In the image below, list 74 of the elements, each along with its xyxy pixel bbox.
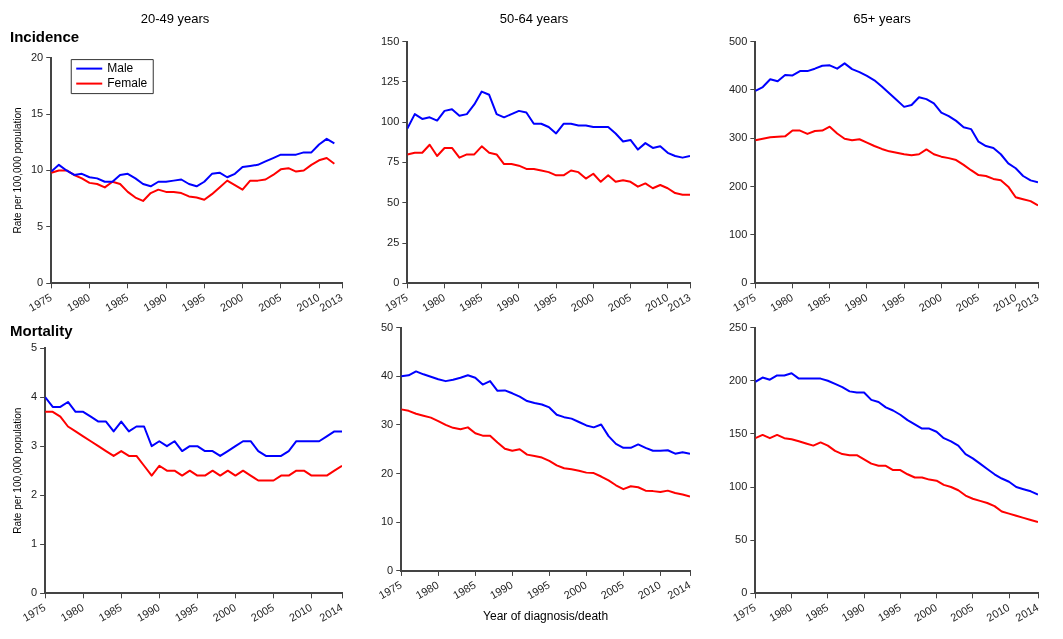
chart-title: 65+ years (853, 11, 912, 27)
y-tick-label: 250 (728, 320, 748, 333)
x-tick-label: 1990 (839, 601, 867, 624)
y-axis-title: Rate per 100,000 population (11, 407, 23, 534)
x-tick-label: 1985 (450, 578, 478, 602)
x-tick-label: 1975 (376, 578, 404, 602)
x-tick-label: 1980 (766, 601, 795, 624)
y-tick-label: 200 (728, 179, 748, 192)
legend-label: Male (107, 60, 134, 75)
y-tick-label: 3 (30, 439, 38, 452)
y-tick-label: 0 (741, 276, 748, 289)
text: Mortality (10, 322, 73, 339)
y-tick-label: 0 (37, 276, 44, 289)
x-tick-label: 1990 (494, 291, 522, 314)
y-tick-label: 2 (30, 488, 38, 501)
y-tick-label: 20 (380, 466, 394, 479)
y-tick-label: 0 (393, 276, 400, 289)
x-tick-label: 2000 (916, 291, 944, 314)
x-tick-label: 1980 (419, 291, 448, 314)
y-tick-label: 500 (728, 34, 748, 47)
y-tick-label: 50 (387, 195, 400, 208)
x-tick-label: 2000 (568, 291, 596, 314)
x-tick-label: 1990 (134, 601, 162, 624)
x-tick-label: 2010 (635, 578, 663, 602)
y-tick-label: 25 (387, 236, 400, 249)
x-tick-label: 1980 (64, 291, 93, 314)
y-tick-label: 400 (728, 82, 748, 95)
x-tick-label: 2000 (210, 601, 238, 624)
x-tick-label: 1980 (413, 578, 441, 602)
y-tick-label: 20 (30, 50, 44, 63)
x-tick-label: 1990 (842, 291, 870, 314)
y-tick-label: 150 (380, 34, 400, 47)
y-axis-title: Rate per 100,000 population (11, 107, 23, 234)
y-tick-label: 100 (728, 480, 748, 493)
y-tick-label: 100 (728, 228, 748, 241)
y-tick-label: 5 (30, 341, 38, 354)
y-tick-label: 4 (30, 390, 38, 403)
y-tick-label: 300 (728, 131, 748, 144)
x-tick-label: 2014 (1013, 601, 1041, 624)
x-tick-label: 2010 (286, 601, 315, 624)
y-tick-label: 150 (728, 426, 748, 439)
x-tick-label: 1990 (487, 578, 515, 602)
chart-title: 20-49 years (140, 11, 210, 27)
chart-title: 50-64 years (499, 11, 569, 27)
y-tick-label: 50 (380, 320, 394, 333)
y-tick-label: 0 (30, 586, 38, 599)
x-tick-label: 2005 (598, 578, 626, 602)
x-tick-label: 1980 (58, 601, 86, 624)
legend-label: Female (107, 75, 148, 90)
y-tick-label: 10 (380, 515, 394, 528)
x-tick-label: 1995 (524, 578, 552, 602)
x-tick-label: 2014 (665, 578, 693, 602)
x-tick-label: 1980 (767, 291, 796, 314)
x-tick-label: 2000 (217, 291, 246, 314)
y-tick-label: 100 (380, 115, 400, 128)
x-tick-label: 2000 (911, 601, 940, 624)
y-tick-label: 15 (30, 107, 44, 120)
x-tick-label: 2010 (984, 601, 1012, 624)
y-tick-label: 1 (30, 537, 38, 550)
x-tick-label: 2014 (317, 601, 345, 624)
y-tick-label: 30 (380, 417, 394, 430)
y-tick-label: 125 (380, 74, 400, 87)
y-tick-label: 0 (741, 586, 748, 599)
y-tick-label: 75 (387, 155, 400, 168)
x-axis-title: Year of diagnosis/death (483, 609, 609, 624)
y-tick-label: 10 (30, 163, 44, 176)
y-tick-label: 40 (380, 369, 394, 382)
x-tick-label: 1990 (141, 291, 169, 314)
y-tick-label: 50 (735, 533, 748, 546)
x-tick-label: 2000 (561, 578, 589, 602)
text: Incidence (10, 28, 80, 45)
y-tick-label: 200 (728, 373, 748, 386)
y-tick-label: 5 (37, 219, 44, 232)
y-tick-label: 0 (387, 563, 394, 576)
